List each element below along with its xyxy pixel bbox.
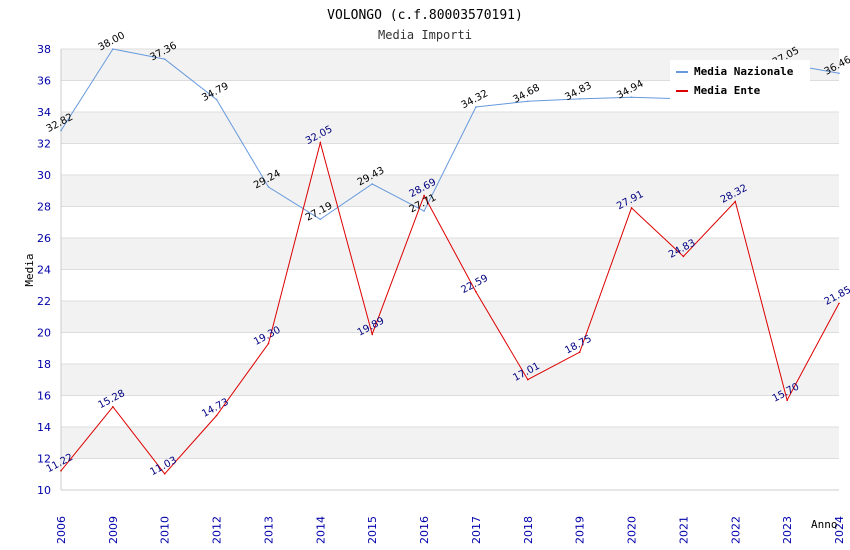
y-axis-ticks: 10 12 14 16 18 20 22 24 26 28 30 32 34 36 38 <box>37 43 51 497</box>
y-tick-label: 12 <box>37 453 51 466</box>
data-point-ente <box>60 469 62 472</box>
legend: Media Nazionale Media Ente <box>670 60 810 102</box>
data-point-nazionale <box>60 129 62 132</box>
y-tick-label: 34 <box>37 106 51 119</box>
y-tick-label: 36 <box>37 75 51 88</box>
series-line-ente <box>60 140 840 475</box>
data-point-ente <box>734 200 737 203</box>
x-tick-label: 2019 <box>574 516 587 544</box>
grid-band <box>61 395 839 427</box>
data-point-nazionale <box>527 100 529 103</box>
grid-band <box>61 332 839 364</box>
data-point-nazionale <box>475 106 477 108</box>
background-bands <box>60 48 839 491</box>
x-tick-label: 2014 <box>314 516 327 544</box>
x-tick-label: 2024 <box>833 516 846 544</box>
x-axis-label: Anno <box>811 518 838 531</box>
x-axis-ticks: 2006 2009 2010 2012 2013 2014 2015 2016 2017 2018… <box>55 516 846 544</box>
data-point-nazionale <box>838 72 840 75</box>
grid-band <box>61 427 839 459</box>
data-point-nazionale <box>578 98 581 100</box>
legend-box <box>670 60 810 102</box>
y-tick-label: 30 <box>37 169 51 182</box>
grid-band <box>61 175 839 207</box>
data-point-ente <box>112 406 114 408</box>
data-point-nazionale <box>163 58 166 60</box>
y-tick-label: 38 <box>37 43 51 56</box>
data-point-ente <box>838 302 840 305</box>
data-point-ente <box>630 207 633 209</box>
grid-band <box>61 206 839 238</box>
x-tick-label: 2013 <box>262 516 275 544</box>
data-point-ente <box>163 472 166 475</box>
data-point-ente <box>475 290 477 293</box>
grid-band <box>61 269 839 301</box>
data-point-nazionale <box>112 48 114 50</box>
data-point-ente <box>786 399 788 402</box>
x-tick-label: 2006 <box>55 516 68 544</box>
y-tick-label: 16 <box>37 390 51 403</box>
x-tick-label: 2010 <box>159 516 172 544</box>
y-tick-label: 28 <box>37 201 51 214</box>
y-tick-label: 24 <box>37 264 51 277</box>
x-tick-label: 2009 <box>107 516 120 544</box>
data-point-ente <box>319 141 322 144</box>
data-point-nazionale <box>267 186 270 188</box>
x-tick-label: 2016 <box>418 516 431 544</box>
data-point-ente <box>527 378 529 381</box>
chart-title: VOLONGO (c.f.80003570191) <box>327 8 523 23</box>
grid-band <box>61 458 839 490</box>
y-tick-label: 22 <box>37 295 51 308</box>
data-point-ente <box>267 342 270 345</box>
y-tick-label: 18 <box>37 358 51 371</box>
data-point-ente <box>578 351 581 353</box>
y-tick-label: 26 <box>37 232 51 245</box>
grid-band <box>61 364 839 396</box>
data-point-ente <box>215 414 218 417</box>
data-point-ente <box>682 255 685 258</box>
data-point-ente <box>423 194 425 197</box>
data-point-nazionale <box>215 98 218 101</box>
data-point-nazionale <box>630 96 633 98</box>
x-tick-label: 2018 <box>522 516 535 544</box>
y-tick-label: 14 <box>37 421 51 434</box>
data-point-ente <box>371 333 374 336</box>
x-tick-label: 2012 <box>211 516 224 544</box>
data-point-nazionale <box>319 218 322 221</box>
y-tick-label: 10 <box>37 484 51 497</box>
grid-band <box>61 112 839 144</box>
x-tick-label: 2017 <box>470 516 483 544</box>
x-tick-label: 2023 <box>781 516 794 544</box>
y-tick-label: 20 <box>37 327 51 340</box>
x-tick-label: 2020 <box>626 516 639 544</box>
chart-subtitle: Media Importi <box>378 28 472 42</box>
data-point-nazionale <box>371 183 374 185</box>
y-axis-label: Media <box>23 253 36 286</box>
x-tick-label: 2021 <box>677 516 690 544</box>
x-tick-label: 2015 <box>366 516 379 544</box>
legend-label-ente: Media Ente <box>694 84 761 97</box>
y-tick-label: 32 <box>37 138 51 151</box>
legend-label-nazionale: Media Nazionale <box>694 65 794 78</box>
data-point-nazionale <box>423 210 425 212</box>
x-tick-label: 2022 <box>729 516 742 544</box>
grid-band <box>61 301 839 333</box>
